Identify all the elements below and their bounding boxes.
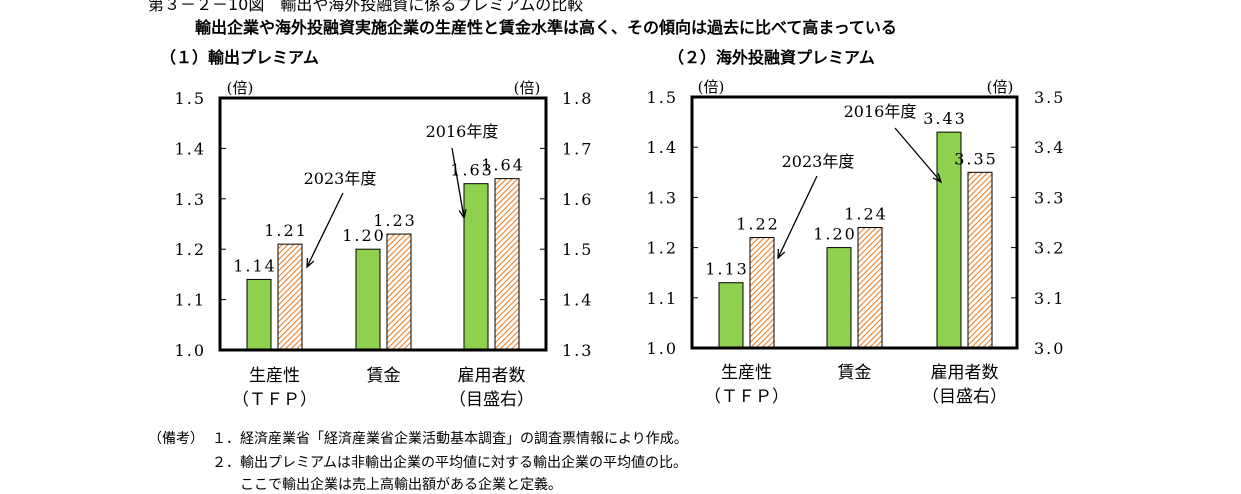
y-tick-label-right: 1.8 — [562, 89, 593, 108]
plot-frame — [218, 96, 548, 352]
annotation-arrow — [306, 192, 344, 268]
category-label: （目盛右） — [449, 390, 534, 410]
arrow-head — [932, 173, 943, 184]
y-tick-label-right: 3.5 — [1034, 88, 1065, 107]
annotation-arrow — [777, 175, 818, 259]
bar-2016 — [936, 131, 962, 349]
y-unit-right: (倍) — [514, 79, 541, 97]
data-label: 1.22 — [736, 215, 780, 234]
y-tick-label-right: 3.0 — [1034, 339, 1065, 358]
bar-2016 — [826, 247, 852, 349]
data-label: 1.21 — [264, 221, 308, 240]
note-item-1: １．経済産業省「経済産業省企業活動基本調査」の調査票情報により作成。 — [212, 431, 688, 447]
category-label: 生産性 — [721, 363, 772, 383]
data-label: 1.24 — [844, 205, 888, 224]
y-tick-label-left: 1.4 — [175, 139, 206, 158]
panel-title-investment: （２）海外投融資プレミアム — [668, 48, 875, 67]
annotation-arrow — [894, 127, 942, 183]
arrow-head — [458, 209, 467, 220]
notes-label: （備考） — [148, 431, 204, 447]
bar-2023 — [386, 233, 412, 351]
annotation-2023: 2023年度 — [782, 152, 855, 171]
panel-title-export: （１）輸出プレミアム — [160, 48, 319, 67]
category-label: 雇用者数 — [458, 366, 526, 386]
bar-2023 — [277, 243, 303, 351]
y-tick-label-right: 1.4 — [562, 291, 593, 310]
y-tick-label-right: 1.6 — [562, 190, 593, 209]
y-tick-label-left: 1.5 — [647, 88, 678, 107]
data-label: 1.20 — [813, 225, 857, 244]
bar-2023 — [857, 227, 883, 349]
bar-2016 — [355, 248, 381, 351]
annotation-2016: 2016年度 — [844, 102, 917, 121]
y-tick-label-right: 1.7 — [562, 139, 593, 158]
data-label: 1.64 — [481, 156, 525, 175]
y-tick-label-right: 3.3 — [1034, 188, 1065, 207]
y-tick-label-right: 3.4 — [1034, 138, 1065, 157]
data-label: 3.43 — [923, 109, 967, 128]
data-label: 1.23 — [373, 211, 417, 230]
data-label: 1.13 — [705, 260, 749, 279]
category-label: 賃金 — [367, 366, 401, 386]
annotation-arrow — [451, 147, 465, 219]
y-tick-label-left: 1.1 — [175, 291, 206, 310]
data-label: 1.63 — [450, 161, 494, 180]
category-label: （ＴＦＰ） — [704, 387, 789, 407]
y-tick-label-left: 1.0 — [175, 341, 206, 360]
data-label: 1.14 — [233, 256, 277, 275]
y-tick-label-left: 1.0 — [647, 339, 678, 358]
bar-2016 — [463, 183, 489, 351]
data-label: 1.20 — [342, 226, 386, 245]
y-tick-label-left: 1.2 — [175, 240, 206, 259]
y-unit-right: (倍) — [987, 78, 1014, 96]
bar-2016 — [246, 278, 272, 351]
category-label: 雇用者数 — [931, 363, 999, 383]
data-label: 3.35 — [954, 149, 998, 168]
note-item-2: ２．輸出プレミアムは非輸出企業の平均値に対する輸出企業の平均値の比。 — [212, 455, 688, 471]
category-label: （ＴＦＰ） — [232, 390, 317, 410]
bar-2023 — [749, 237, 775, 349]
category-label: 生産性 — [249, 366, 300, 386]
y-tick-label-right: 3.1 — [1034, 289, 1065, 308]
y-tick-label-right: 1.3 — [562, 341, 593, 360]
y-tick-label-right: 1.5 — [562, 240, 593, 259]
note-item-3: ここで輸出企業は売上高輸出額がある企業と定義。 — [240, 477, 562, 493]
y-tick-label-left: 1.5 — [175, 89, 206, 108]
bar-2023 — [967, 171, 993, 349]
bar-2023 — [494, 178, 520, 351]
figure-subtitle: 輸出企業や海外投融資実施企業の生産性と賃金水準は高く、その傾向は過去に比べて高ま… — [195, 18, 897, 37]
category-label: 賃金 — [838, 363, 872, 383]
annotation-2023: 2023年度 — [304, 169, 377, 188]
figure-title: 第３－２－10図 輸出や海外投融資に係るプレミアムの比較 — [148, 0, 584, 14]
arrow-head — [777, 248, 786, 260]
annotation-2016: 2016年度 — [426, 122, 499, 141]
arrow-head — [306, 257, 315, 269]
y-unit-left: (倍) — [698, 78, 725, 96]
bar-2016 — [718, 282, 744, 349]
y-tick-label-left: 1.2 — [647, 239, 678, 258]
category-label: （目盛右） — [922, 387, 1007, 407]
y-tick-label-left: 1.3 — [647, 188, 678, 207]
y-tick-label-left: 1.4 — [647, 138, 678, 157]
y-unit-left: (倍) — [227, 79, 254, 97]
y-tick-label-left: 1.3 — [175, 190, 206, 209]
y-tick-label-left: 1.1 — [647, 289, 678, 308]
plot-frame — [690, 95, 1019, 350]
y-tick-label-right: 3.2 — [1034, 239, 1065, 258]
